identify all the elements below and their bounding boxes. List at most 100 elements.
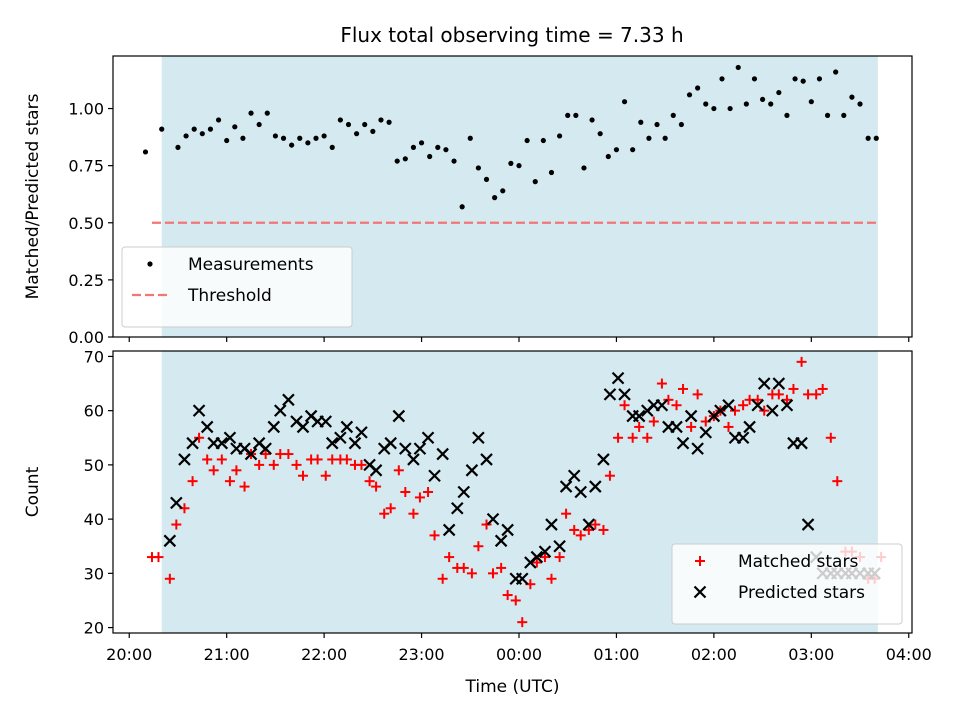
measurement-point (524, 137, 530, 144)
matched-star-point (569, 524, 580, 535)
measurement-point (435, 144, 441, 150)
measurement-point (719, 76, 725, 82)
measurement-point (759, 96, 766, 103)
matched-star-point (510, 595, 521, 606)
predicted-star-point (691, 442, 704, 455)
matched-star-point (268, 459, 279, 470)
measurement-point (605, 153, 611, 160)
predicted-star-point (192, 404, 206, 417)
predicted-star-point (348, 436, 362, 450)
matched-star-point (254, 459, 265, 470)
predicted-star-point (244, 447, 258, 461)
predicted-star-point (795, 436, 808, 450)
predicted-star-point (259, 442, 272, 455)
predicted-star-point (486, 512, 500, 526)
measurement-point (711, 105, 717, 112)
predicted-star-point (413, 442, 427, 455)
x-tick-label: 02:00 (691, 645, 737, 664)
predicted-star-point (369, 464, 383, 477)
predicted-star-point (589, 480, 602, 493)
predicted-star-point (296, 420, 310, 434)
measurement-point (475, 165, 481, 171)
predicted-star-point (567, 469, 581, 483)
legend-label: Predicted stars (738, 583, 865, 603)
matched-star-point (598, 524, 609, 535)
measurement-point (142, 149, 149, 155)
matched-star-point (408, 508, 419, 519)
predicted-star-point (200, 420, 214, 434)
matched-star-point (656, 378, 667, 389)
predicted-star-point (384, 436, 397, 450)
matched-star-point (773, 389, 784, 400)
matched-star-point (692, 389, 703, 400)
measurement-point (280, 135, 287, 141)
predicted-star-point (684, 409, 698, 423)
measurement-point (410, 144, 417, 150)
measurement-point (727, 105, 733, 112)
measurement-point (548, 169, 555, 176)
x-tick-label: 23:00 (399, 645, 445, 664)
matched-star-point (194, 432, 205, 443)
predicted-star-point (772, 377, 786, 390)
measurement-point (873, 135, 879, 141)
predicted-star-point (399, 442, 412, 455)
measurement-point (386, 119, 392, 125)
matched-star-point (488, 568, 499, 579)
matched-star-point (832, 476, 843, 487)
y-tick-label: 60 (84, 402, 104, 421)
predicted-star-point (714, 404, 727, 417)
matched-star-point (379, 508, 390, 519)
measurement-point (289, 142, 295, 148)
measurement-point (678, 121, 684, 128)
predicted-star-point (515, 572, 529, 586)
x-axis-label: Time (UTC) (465, 677, 560, 697)
matched-star-point (231, 465, 242, 476)
matched-star-point (627, 432, 638, 443)
matched-star-point (496, 562, 507, 573)
predicted-star-point (465, 464, 479, 477)
predicted-star-point (355, 426, 368, 439)
measurement-point (394, 158, 400, 164)
matched-star-point (164, 573, 175, 584)
measurement-point (232, 124, 238, 130)
measurement-point (695, 85, 701, 91)
measurement-point (565, 112, 571, 118)
measurement-point (808, 99, 814, 105)
measurement-point (297, 135, 303, 141)
measurement-point (581, 165, 587, 171)
measurement-point (451, 158, 457, 164)
matched-star-point (604, 470, 615, 481)
measurement-point (459, 204, 465, 210)
x-tick-label: 03:00 (788, 645, 834, 664)
matched-star-point (481, 519, 492, 530)
matched-star-point (781, 394, 792, 405)
y-tick-label: 1.00 (68, 100, 104, 119)
measurement-point (329, 144, 335, 150)
measurement-point (337, 117, 343, 123)
matched-star-point (260, 449, 271, 460)
matched-star-point (634, 421, 645, 432)
predicted-star-point (319, 415, 333, 428)
measurement-point (792, 76, 798, 82)
y-tick-label: 20 (84, 619, 104, 638)
predicted-star-point (670, 420, 683, 434)
matched-star-point (723, 421, 734, 432)
predicted-star-point (559, 480, 573, 493)
matched-star-point (466, 568, 477, 579)
measurement-point (776, 89, 782, 96)
measurement-point (743, 101, 749, 107)
matched-star-point (187, 476, 198, 487)
measurement-point (662, 135, 668, 141)
predicted-star-point (163, 534, 177, 548)
measurement-point (248, 110, 254, 116)
predicted-star-point (618, 388, 631, 401)
measurement-point (427, 153, 433, 160)
matched-star-point (283, 449, 294, 460)
measurement-point (670, 112, 676, 118)
predicted-star-point (655, 398, 669, 412)
measurement-point (159, 126, 165, 132)
matched-star-point (546, 573, 557, 584)
predicted-star-point (472, 431, 485, 445)
predicted-star-point (340, 420, 354, 434)
